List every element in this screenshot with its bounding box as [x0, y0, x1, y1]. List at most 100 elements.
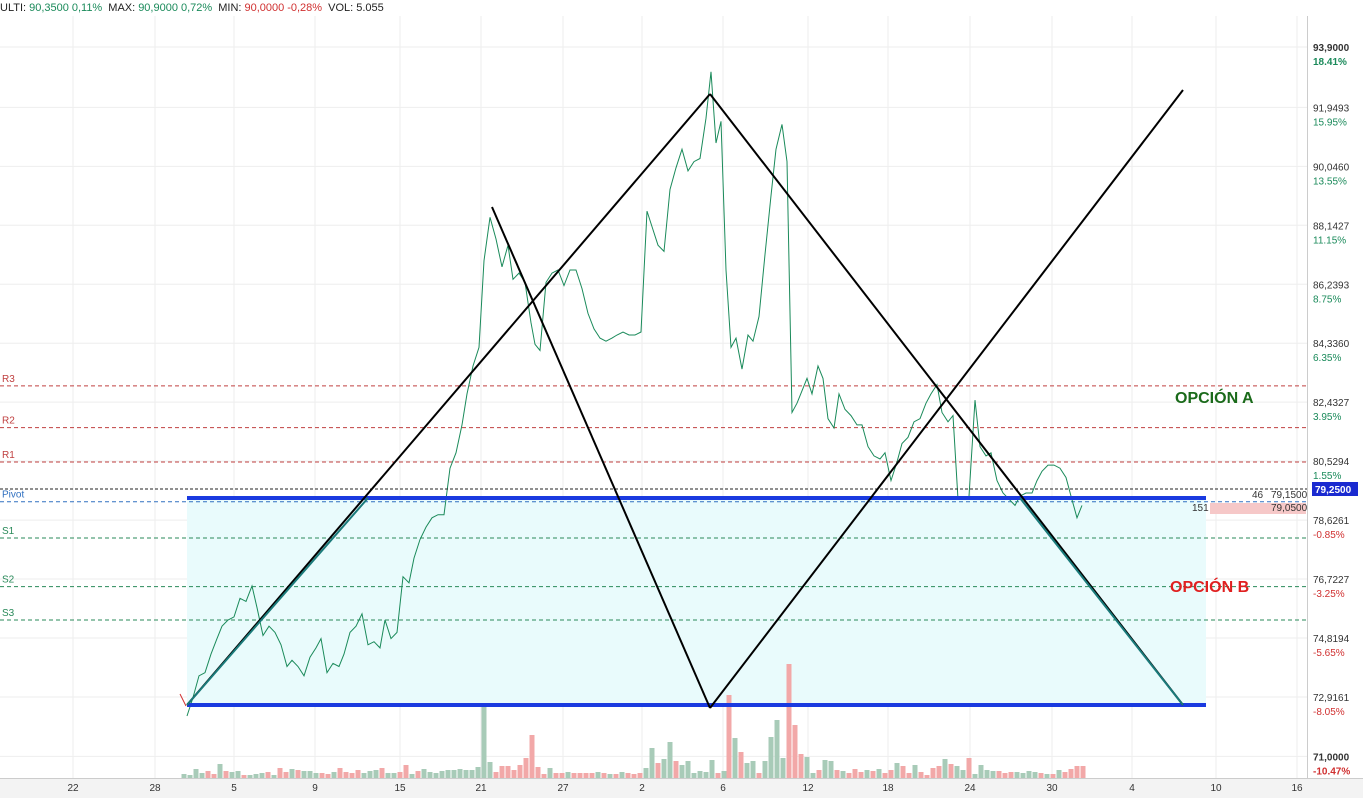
pct-tick-label: 6.35%: [1313, 353, 1341, 364]
volume-bar: [277, 768, 283, 778]
volume-bar: [774, 720, 780, 778]
volume-bar: [403, 765, 409, 778]
volume-bar: [924, 775, 930, 778]
pct-tick-label: -5.65%: [1313, 648, 1345, 659]
volume-bar: [762, 761, 768, 778]
time-tick-label: 15: [394, 783, 406, 794]
volume-bar: [1008, 772, 1014, 778]
volume-bar: [852, 769, 858, 778]
volume-bar: [1026, 771, 1032, 778]
volume-bar: [990, 771, 996, 778]
volume-bar: [1044, 774, 1050, 778]
volume-bar: [331, 772, 337, 778]
volume-bar: [367, 771, 373, 778]
volume-bar: [667, 742, 673, 778]
volume-bar: [193, 769, 199, 778]
volume-bar: [283, 772, 289, 778]
volume-bar: [703, 772, 709, 778]
min-change-pct: -0,28%: [287, 2, 323, 14]
volume-bar: [816, 770, 822, 778]
volume-bar: [804, 757, 810, 778]
max-change-pct: 0,72%: [180, 2, 213, 14]
volume-bar: [1032, 772, 1038, 778]
volume-bar: [349, 773, 355, 778]
price-axis: 93,9000 18.41% 91,9493 15.95% 90,0460 13.55% 8…: [1313, 43, 1350, 777]
price-tick-label: 82,4327: [1313, 398, 1350, 409]
volume-bar: [217, 764, 223, 778]
volume-bars: [181, 664, 1086, 778]
order-price-1: 79,1500: [1271, 490, 1308, 501]
level-label-r1: R1: [2, 450, 15, 461]
volume-bar: [1050, 774, 1056, 778]
level-label-pivot: Pivot: [2, 490, 24, 501]
volume-bar: [481, 707, 487, 778]
volume-bar: [235, 771, 241, 778]
volume-bar: [649, 748, 655, 778]
level-label-s1: S1: [2, 526, 15, 537]
volume-bar: [643, 768, 649, 778]
volume-bar: [319, 773, 325, 778]
time-tick-label: 28: [149, 783, 161, 794]
time-tick-label: 2: [639, 783, 645, 794]
volume-bar: [307, 771, 313, 778]
volume-bar: [577, 773, 583, 778]
volume-bar: [475, 767, 481, 778]
volume-bar: [858, 772, 864, 778]
volume-bar: [1062, 772, 1068, 778]
price-tick-label: 90,0460: [1313, 162, 1350, 173]
volume-bar: [427, 772, 433, 778]
time-axis: 22 28 5 9 15 21 27 2 6 12 18 24 30 4 10 16: [67, 783, 1303, 794]
volume-bar: [673, 761, 679, 778]
volume-bar: [900, 766, 906, 778]
volume-bar: [253, 774, 259, 778]
volume-bar: [463, 770, 469, 778]
volume-bar: [265, 772, 271, 778]
trendline-recovery-up: [709, 89, 1184, 709]
projection-left-teal: [186, 497, 369, 706]
price-tick-label: 78,6261: [1313, 516, 1350, 527]
order-qty-1: 46: [1252, 490, 1264, 501]
volume-bar: [259, 773, 265, 778]
time-tick-label: 5: [231, 783, 237, 794]
min-label: MIN:: [218, 2, 242, 14]
volume-bar: [391, 773, 397, 778]
pct-tick-label: -3.25%: [1313, 589, 1345, 600]
volume-bar: [337, 768, 343, 778]
current-price-value: 79,2500: [1315, 485, 1352, 496]
volume-bar: [613, 774, 619, 778]
volume-bar: [211, 774, 217, 778]
volume-bar: [918, 772, 924, 778]
volume-bar: [355, 770, 361, 778]
opcion-a-label: OPCIÓN A: [1175, 388, 1254, 407]
volume-bar: [840, 771, 846, 778]
volume-bar: [697, 771, 703, 778]
pivot-levels: R3 R2 R1 Pivot S1 S2 S3: [0, 374, 1307, 621]
pct-tick-label: 13.55%: [1313, 176, 1347, 187]
volume-bar: [732, 738, 738, 778]
volume-bar: [325, 774, 331, 778]
volume-bar: [870, 771, 876, 778]
pct-tick-label: -0.85%: [1313, 530, 1345, 541]
time-tick-label: 27: [557, 783, 569, 794]
volume-bar: [846, 773, 852, 778]
volume-bar: [1056, 770, 1062, 778]
volume-bar: [631, 774, 637, 778]
volume-bar: [619, 772, 625, 778]
volume-bar: [601, 773, 607, 778]
last-label: ULTI:: [0, 2, 27, 14]
volume-bar: [738, 752, 744, 778]
price-tick-label: 76,7227: [1313, 575, 1350, 586]
volume-bar: [199, 773, 205, 778]
time-tick-label: 21: [475, 783, 487, 794]
volume-bar: [864, 770, 870, 778]
volume-bar: [493, 772, 499, 778]
volume-bar: [780, 758, 786, 778]
price-tick-label: 80,5294: [1313, 457, 1350, 468]
time-tick-label: 6: [720, 783, 726, 794]
order-book: 46 79,1500 151 79,0500: [1192, 490, 1308, 514]
last-change-pct: 0,11%: [71, 2, 103, 14]
volume-bar: [589, 773, 595, 778]
level-label-r2: R2: [2, 416, 15, 427]
volume-bar: [289, 769, 295, 778]
